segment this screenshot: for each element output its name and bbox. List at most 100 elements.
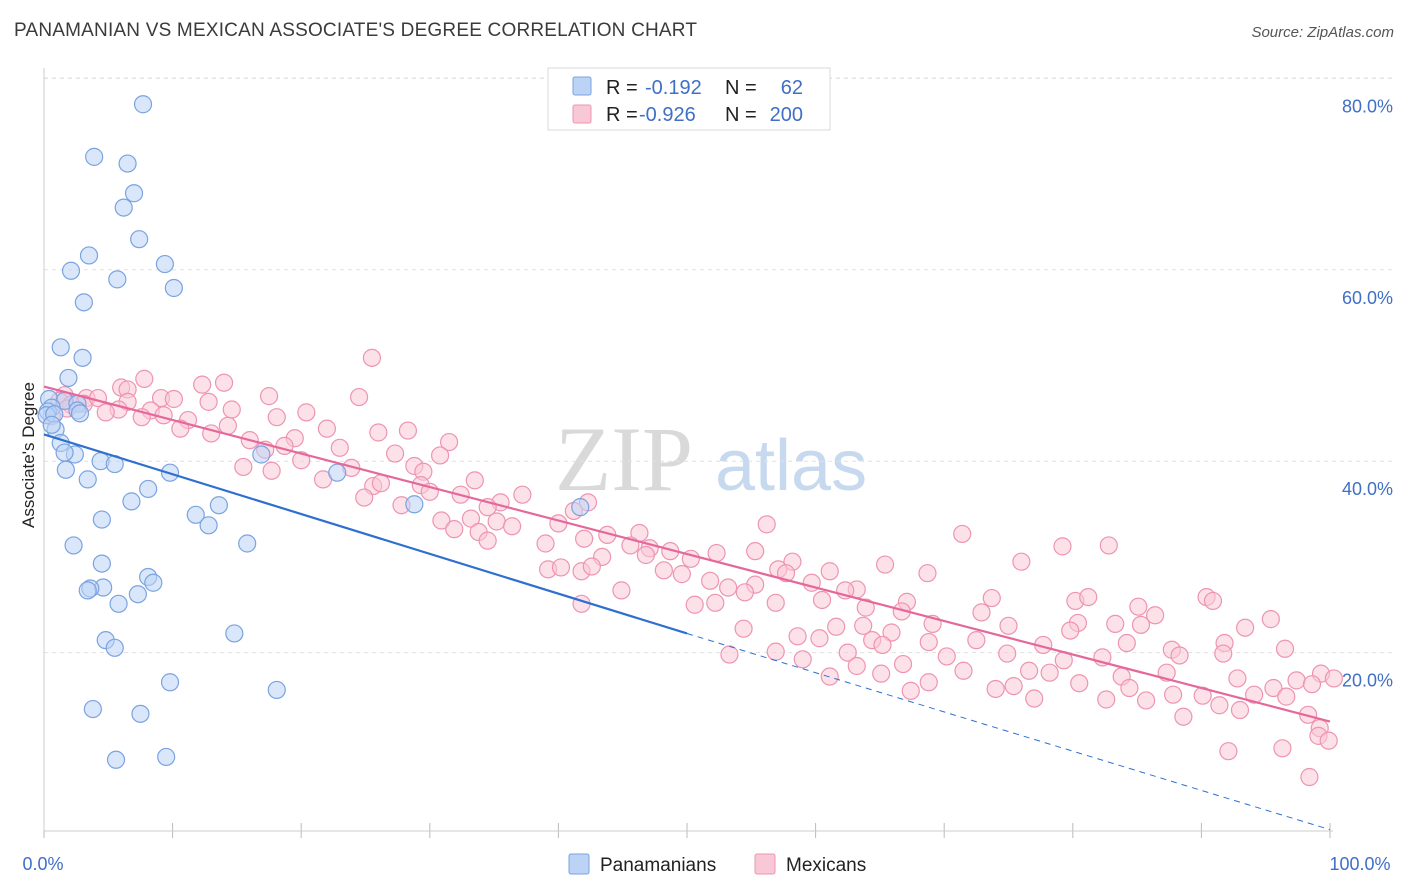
panamanians-point <box>59 368 78 388</box>
mexicans-point <box>706 593 725 612</box>
panamanians-point <box>160 673 180 692</box>
mexicans-point <box>1275 639 1295 658</box>
panamanians-point <box>155 254 174 274</box>
mexicans-point <box>636 545 655 565</box>
mexicans-point <box>1040 663 1059 682</box>
mexicans-point <box>1012 552 1031 571</box>
panamanians-point <box>74 293 93 312</box>
mexicans-point <box>810 629 829 648</box>
mexicans-point <box>1061 621 1080 640</box>
trend-lines <box>43 385 1331 831</box>
panamanians-point <box>186 505 205 524</box>
legend-n-value-2: 200 <box>770 104 803 126</box>
mexicans-point <box>719 578 738 597</box>
panamanians-point <box>238 534 257 553</box>
chart-title: PANAMANIAN VS MEXICAN ASSOCIATE'S DEGREE… <box>14 20 698 41</box>
mexicans-point <box>398 421 418 440</box>
panamanians-point <box>105 638 124 657</box>
y-tick-label: 20.0% <box>1342 671 1393 691</box>
bottom-legend-label-panamanians: Panamanians <box>600 855 716 876</box>
mexicans-point <box>1277 687 1296 706</box>
panamanians-trend-line <box>43 433 688 635</box>
mexicans-point <box>292 451 311 470</box>
legend-n-value-1: 62 <box>781 77 803 99</box>
mexicans-point <box>1019 661 1039 680</box>
mexicans-point <box>267 408 286 427</box>
y-tick-layer: 20.0% 40.0% 60.0% 80.0% <box>1342 96 1393 690</box>
mexicans-point <box>1300 767 1319 787</box>
mexicans-point <box>793 650 812 669</box>
panamanians-point <box>51 338 70 357</box>
mexicans-point <box>218 416 237 435</box>
mexicans-trend-line <box>43 385 1331 723</box>
mexicans-point <box>1193 686 1212 705</box>
panamanians-point <box>164 278 183 298</box>
panamanians-point <box>92 554 111 573</box>
mexicans-point <box>1273 739 1292 758</box>
mexicans-point <box>355 488 374 507</box>
top-legend: R = -0.192 N = 62 R = -0.926 N = 200 <box>547 67 831 131</box>
mexicans-point <box>1004 676 1023 696</box>
panamanians-point <box>267 680 286 700</box>
mexicans-point <box>972 603 991 622</box>
mexicans-point <box>297 403 316 422</box>
mexicans-point <box>766 593 785 612</box>
mexicans-point <box>654 561 673 580</box>
mexicans-point <box>893 654 913 674</box>
mexicans-point <box>998 644 1017 663</box>
mexicans-point <box>171 419 190 438</box>
mexicans-point <box>953 524 972 544</box>
mexicans-point <box>259 387 279 406</box>
mexicans-point <box>954 661 973 680</box>
mexicans-point <box>214 373 234 392</box>
mexicans-point <box>362 348 382 367</box>
mexicans-point <box>1174 707 1193 726</box>
mexicans-point <box>1106 614 1125 633</box>
mexicans-point <box>349 387 369 407</box>
mexicans-point <box>1319 731 1338 750</box>
mexicans-point <box>430 446 450 465</box>
source-label: Source: ZipAtlas.com <box>1251 24 1394 41</box>
panamanians-point <box>83 699 102 719</box>
y-tick-label: 60.0% <box>1342 288 1393 308</box>
panamanians-point <box>78 470 97 489</box>
panamanians-points <box>37 95 590 769</box>
mexicans-point <box>1230 700 1250 720</box>
panamanians-point <box>79 246 99 265</box>
mexicans-point <box>982 588 1001 608</box>
legend-n-label-2: N = <box>725 104 757 126</box>
mexicans-point <box>882 623 901 642</box>
mexicans-point <box>872 664 891 683</box>
panamanians-point <box>128 585 147 604</box>
panamanians-point <box>85 147 104 166</box>
panamanians-point <box>106 750 126 769</box>
mexicans-point <box>503 517 522 536</box>
mexicans-point <box>193 375 212 394</box>
panamanians-point <box>144 573 163 592</box>
mexicans-point <box>371 474 391 493</box>
mexicans-point <box>1099 536 1118 555</box>
legend-r-value-2: -0.926 <box>639 104 696 126</box>
panamanians-point <box>56 460 75 479</box>
panamanians-point <box>42 415 61 434</box>
axis-layer <box>43 68 1333 832</box>
panamanians-point <box>55 443 74 462</box>
top-legend-box <box>547 67 831 131</box>
mexicans-point <box>1261 610 1280 629</box>
mexicans-point <box>820 667 839 686</box>
mexicans-point <box>1203 591 1223 611</box>
mexicans-point <box>986 679 1005 699</box>
panamanians-point <box>114 198 133 217</box>
legend-r-value-1: -0.192 <box>645 77 702 99</box>
mexicans-point <box>1287 671 1306 690</box>
mexicans-point <box>330 438 349 457</box>
mexicans-point <box>847 656 866 676</box>
panamanians-point <box>70 404 90 423</box>
panamanians-point <box>209 496 228 515</box>
mexicans-point <box>967 631 986 650</box>
mexicans-point <box>461 509 481 528</box>
legend-swatch-pink <box>572 104 592 124</box>
mexicans-point <box>549 514 568 533</box>
panamanians-point <box>131 704 150 723</box>
